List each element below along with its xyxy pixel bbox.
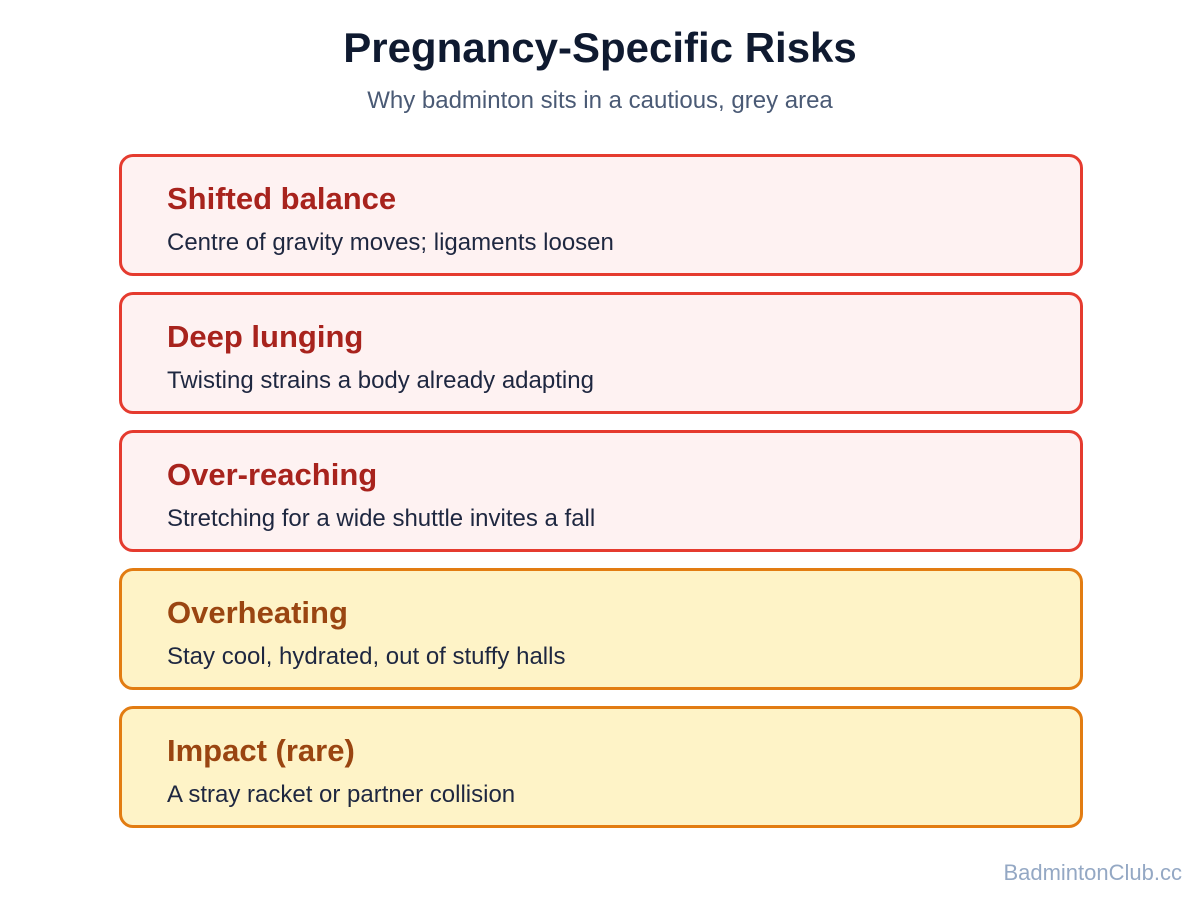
risk-title: Deep lunging bbox=[167, 319, 364, 354]
risk-description: Stay cool, hydrated, out of stuffy halls bbox=[167, 643, 566, 670]
risk-card: Over-reaching Stretching for a wide shutt… bbox=[119, 430, 1083, 552]
risk-card: Deep lunging Twisting strains a body alre… bbox=[119, 292, 1083, 414]
footer: BadmintonClub.cc bbox=[1003, 860, 1182, 885]
risk-title: Overheating bbox=[167, 595, 348, 630]
risk-title: Impact (rare) bbox=[167, 733, 355, 768]
risk-title: Over-reaching bbox=[167, 457, 378, 492]
risk-card: Overheating Stay cool, hydrated, out of s… bbox=[119, 568, 1083, 690]
risk-description: Stretching for a wide shuttle invites a … bbox=[167, 505, 596, 532]
risk-description: Centre of gravity moves; ligaments loose… bbox=[167, 229, 614, 256]
risk-description: Twisting strains a body already adapting bbox=[167, 367, 594, 394]
risk-title: Shifted balance bbox=[167, 181, 397, 216]
risk-card: Impact (rare) A stray racket or partner c… bbox=[119, 706, 1083, 828]
risk-card: Shifted balance Centre of gravity moves; … bbox=[119, 154, 1083, 276]
title: Pregnancy-Specific Risks bbox=[343, 24, 857, 71]
subtitle: Why badminton sits in a cautious, grey a… bbox=[367, 87, 833, 114]
risk-description: A stray racket or partner collision bbox=[167, 781, 516, 808]
